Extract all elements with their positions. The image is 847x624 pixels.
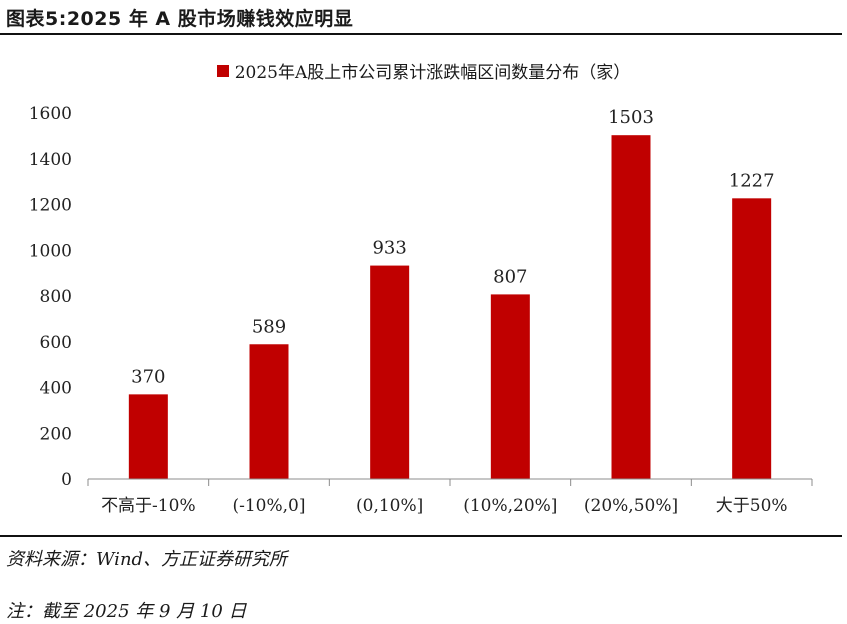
- figure-title: 图表5:2025 年 A 股市场赚钱效应明显: [6, 8, 354, 30]
- data-label: 589: [252, 316, 286, 337]
- y-tick-label: 1200: [29, 196, 72, 216]
- data-label: 370: [131, 366, 165, 387]
- x-tick-label: (-10%,0]: [232, 496, 305, 516]
- x-axis: 不高于-10% (-10%,0] (0,10%] (10%,20%] (20%,50%]…: [87, 478, 813, 516]
- bar: [249, 344, 289, 479]
- x-tick-label: (10%,20%]: [463, 496, 557, 516]
- y-tick-label: 1400: [29, 150, 72, 170]
- x-tick-label: (20%,50%]: [584, 496, 678, 516]
- data-label: 1227: [729, 170, 775, 191]
- legend-label: 2025年A股上市公司累计涨跌幅区间数量分布（家）: [234, 63, 631, 83]
- bar: [128, 394, 168, 479]
- y-tick-label: 400: [40, 379, 72, 399]
- legend-swatch: [216, 64, 229, 77]
- bottom-rule: [0, 535, 842, 537]
- data-label: 807: [493, 266, 527, 287]
- y-tick-label: 0: [61, 470, 72, 490]
- bar: [370, 265, 410, 479]
- bar-chart: 0 200 400 600 800 1000 1200 1400 1600 370 589 933 8…: [29, 104, 813, 516]
- date-note: 注：截至 2025 年 9 月 10 日: [6, 601, 247, 622]
- bar: [490, 294, 530, 479]
- data-label: 1503: [608, 107, 654, 128]
- chart-legend: 2025年A股上市公司累计涨跌幅区间数量分布（家）: [0, 58, 847, 83]
- top-rule: [0, 33, 842, 35]
- bar: [732, 198, 772, 480]
- bar: [611, 135, 651, 479]
- y-tick-label: 800: [40, 287, 72, 307]
- y-tick-label: 1600: [29, 104, 72, 124]
- data-label: 933: [372, 238, 406, 259]
- bars: 370 589 933 807 1503 1227: [128, 107, 775, 480]
- y-axis: 0 200 400 600 800 1000 1200 1400 1600: [29, 104, 72, 490]
- source-note: 资料来源：Wind、方正证券研究所: [6, 549, 288, 570]
- x-tick-label: (0,10%]: [356, 496, 423, 516]
- x-tick-label: 不高于-10%: [101, 496, 196, 516]
- y-tick-label: 1000: [29, 241, 72, 261]
- x-tick-label: 大于50%: [716, 496, 788, 516]
- y-tick-label: 200: [40, 424, 72, 444]
- y-tick-label: 600: [40, 333, 72, 353]
